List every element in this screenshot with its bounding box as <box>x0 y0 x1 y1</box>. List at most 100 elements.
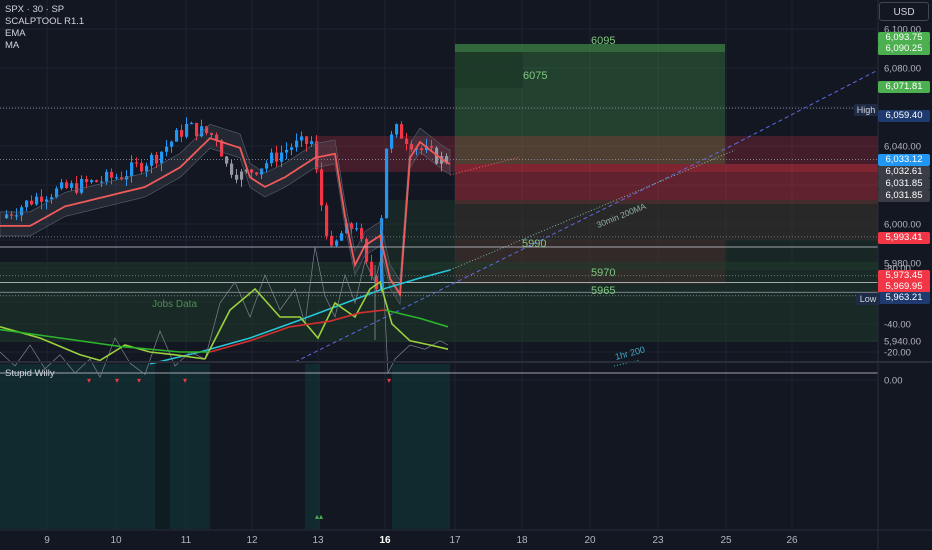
candle-body <box>15 215 19 217</box>
time-tick: 26 <box>786 535 798 546</box>
price-tick: 5,980.00 <box>884 259 921 270</box>
time-tick: 11 <box>181 535 192 546</box>
indicator-tick: 0.00 <box>884 376 903 387</box>
candle-body <box>75 183 79 193</box>
time-tick: 17 <box>449 535 461 546</box>
willy-gap-1 <box>155 364 170 529</box>
candle-body <box>65 182 69 188</box>
candle-body <box>355 228 359 230</box>
candle-body <box>270 152 274 164</box>
level-label-5990: 5990 <box>522 238 546 250</box>
indicator-pane-title[interactable]: Stupid Willy <box>5 368 55 379</box>
candle-body <box>375 275 379 289</box>
price-tick: 6,080.00 <box>884 64 921 75</box>
candle-body <box>175 130 179 142</box>
candle-body <box>80 179 84 193</box>
candle-body <box>190 122 194 125</box>
candle-body <box>320 169 324 206</box>
jobs-data-label: Jobs Data <box>152 299 197 310</box>
candle-body <box>10 214 14 216</box>
time-tick: 10 <box>110 535 122 546</box>
candle-body <box>200 126 204 137</box>
candle-body <box>330 235 334 246</box>
candle-body <box>185 123 189 137</box>
price-label: 6,093.75 <box>878 32 930 44</box>
candle-body <box>405 138 409 145</box>
candle-body <box>60 182 64 189</box>
price-label: 6,033.12 <box>878 154 930 166</box>
indicator-tick: -40.00 <box>884 320 911 331</box>
candle-body <box>335 240 339 246</box>
candle-body <box>25 200 29 208</box>
candle-body <box>280 152 284 162</box>
candle-body <box>300 136 304 141</box>
stop-zone-red <box>455 164 878 204</box>
candle-body <box>5 214 9 219</box>
candle-body <box>120 177 124 180</box>
indicator-ema[interactable]: EMA <box>5 28 26 39</box>
price-tick: 6,100.00 <box>884 25 921 36</box>
candle-body <box>85 179 89 183</box>
time-tick: 9 <box>44 535 50 546</box>
price-label: 5,963.21 <box>878 292 930 304</box>
candle-body <box>240 171 244 180</box>
candle-body <box>180 130 184 137</box>
price-tick: 5,940.00 <box>884 337 921 348</box>
candle-body <box>95 180 99 183</box>
candle-body <box>150 154 154 166</box>
candle-body <box>205 126 209 134</box>
chart-legend: SPX · 30 · SP SCALPTOOL R1.1 EMA MA <box>5 4 84 52</box>
candle-body <box>225 156 229 164</box>
candle-body <box>385 148 389 219</box>
indicator-scalptool[interactable]: SCALPTOOL R1.1 <box>5 16 85 27</box>
indicator-tick: -80.00 <box>884 264 911 275</box>
candle-body <box>30 200 34 205</box>
currency-selector[interactable]: USD <box>879 2 929 21</box>
demand-zone <box>385 200 878 270</box>
candle-body <box>390 134 394 149</box>
high-label: High <box>854 104 878 116</box>
candle-body <box>90 180 94 183</box>
candle-body <box>135 162 139 164</box>
willy-overbought-marker: ▾ <box>87 376 91 385</box>
candle-body <box>400 124 404 139</box>
candle-body <box>410 144 414 150</box>
candle-body <box>145 165 149 172</box>
candle-body <box>70 183 74 188</box>
zone-6075-box <box>455 52 523 88</box>
price-label: 6,071.81 <box>878 81 930 93</box>
willy-oversold-marker: ▴ <box>319 512 323 521</box>
trendline-1hr-ext <box>734 69 879 145</box>
willy-fast-line-2 <box>204 280 449 360</box>
candle-body <box>165 146 169 152</box>
price-label: 6,031.85 <box>878 178 930 190</box>
candle-body <box>360 228 364 240</box>
willy-shade-2 <box>305 364 320 529</box>
ema-line <box>0 137 451 297</box>
candle-body <box>20 207 24 216</box>
willy-overbought-marker: ▾ <box>137 376 141 385</box>
willy-fast-line <box>0 326 206 362</box>
price-label: 5,993.41 <box>878 232 930 244</box>
candle-body <box>260 168 264 175</box>
willy-overbought-marker: ▾ <box>387 376 391 385</box>
candle-body <box>350 223 354 229</box>
candle-body <box>130 162 134 177</box>
candle-body <box>110 171 114 178</box>
candle-body <box>230 163 234 175</box>
candle-body <box>220 140 224 157</box>
level-label-6075: 6075 <box>523 70 547 82</box>
ema-projection <box>449 156 521 176</box>
time-tick: 23 <box>652 535 664 546</box>
symbol-title[interactable]: SPX · 30 · SP <box>5 4 65 15</box>
candle-body <box>420 148 424 151</box>
price-tick: 6,000.00 <box>884 220 921 231</box>
candle-body <box>160 151 164 164</box>
level-label-5965: 5965 <box>591 285 615 297</box>
indicator-ma[interactable]: MA <box>5 40 20 51</box>
willy-overbought-marker: ▾ <box>115 376 119 385</box>
candle-body <box>100 181 104 183</box>
ma200-line <box>149 269 451 365</box>
willy-shade-1 <box>0 364 210 529</box>
